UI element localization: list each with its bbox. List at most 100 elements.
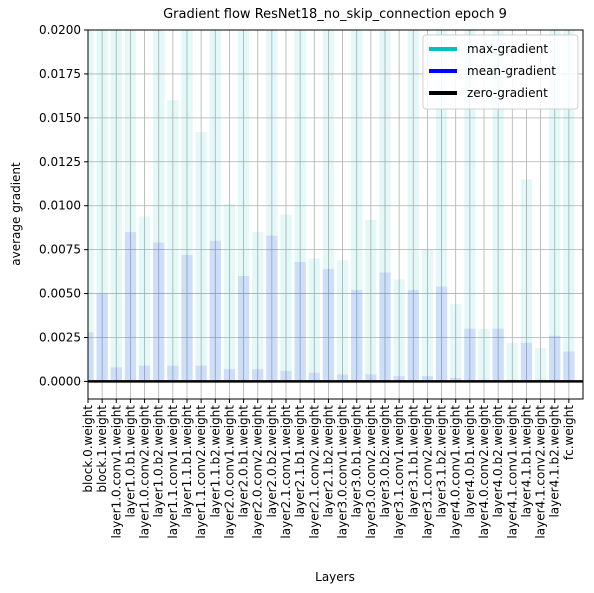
bar — [195, 131, 207, 382]
bar — [209, 240, 221, 382]
bar — [322, 268, 335, 382]
x-tick-label: layer1.1.b2.weight — [208, 405, 222, 518]
bar — [96, 30, 108, 382]
bar — [181, 254, 193, 382]
x-tick-label: layer1.1.conv2.weight — [194, 405, 208, 539]
x-tick-label: layer3.1.b2.weight — [435, 405, 449, 518]
bar — [294, 261, 306, 382]
x-tick-label: layer1.1.conv1.weight — [166, 405, 180, 539]
y-tick-label: 0.0025 — [39, 331, 81, 345]
bar — [563, 30, 575, 382]
bar — [223, 369, 236, 382]
x-tick-label: layer3.1.b1.weight — [406, 405, 420, 518]
bar — [153, 242, 165, 382]
x-tick-label: layer4.1.conv2.weight — [534, 405, 548, 539]
y-axis-label: average gradient — [9, 162, 23, 266]
bar — [96, 293, 108, 382]
bar — [450, 377, 462, 382]
x-tick-label: layer4.1.conv1.weight — [505, 405, 519, 539]
bar — [365, 374, 377, 382]
bar — [124, 232, 137, 382]
x-tick-label: layer3.0.b1.weight — [350, 405, 364, 518]
bar — [110, 367, 122, 382]
y-tick-label: 0.0000 — [39, 374, 81, 388]
legend-label: mean-gradient — [467, 64, 556, 78]
x-tick-label: layer2.1.conv2.weight — [307, 405, 321, 539]
bar — [351, 30, 363, 382]
x-tick-label: block.1.weight — [95, 405, 109, 493]
bar — [365, 219, 377, 382]
bar — [252, 232, 264, 382]
plot-area — [88, 30, 583, 399]
y-tick-label: 0.0175 — [39, 67, 81, 81]
bar — [266, 30, 278, 382]
bar — [421, 376, 434, 382]
bar — [379, 30, 391, 382]
x-tick-label: layer4.0.b1.weight — [463, 405, 477, 518]
bar — [110, 30, 122, 382]
bar — [379, 272, 391, 382]
x-tick-label: layer3.1.conv2.weight — [420, 405, 434, 539]
y-tick-label: 0.0150 — [39, 111, 81, 125]
y-tick-label: 0.0050 — [39, 287, 81, 301]
bar — [88, 30, 94, 382]
x-tick-label: layer4.0.conv2.weight — [477, 405, 491, 539]
bar — [280, 214, 292, 382]
bar — [506, 342, 518, 382]
bar — [280, 370, 292, 382]
x-tick-label: layer1.0.b1.weight — [123, 405, 137, 518]
bar — [252, 369, 264, 382]
x-tick-label: layer1.1.b1.weight — [180, 405, 194, 518]
bar — [237, 30, 250, 382]
chart-title: Gradient flow ResNet18_no_skip_connectio… — [163, 7, 507, 22]
x-tick-label: layer3.0.conv1.weight — [336, 405, 350, 539]
x-tick-label: layer3.0.conv2.weight — [364, 405, 378, 539]
bar — [167, 365, 179, 382]
y-tick-label: 0.0125 — [39, 155, 81, 169]
x-tick-label: layer2.1.b2.weight — [321, 405, 335, 518]
x-tick-label: layer3.0.b2.weight — [378, 405, 392, 518]
axes-frame — [87, 29, 584, 400]
bar — [563, 351, 575, 382]
bar — [549, 30, 561, 382]
bar — [336, 260, 349, 382]
y-tick-label: 0.0100 — [39, 199, 81, 213]
bar — [351, 290, 363, 382]
bar — [181, 30, 193, 382]
bar — [492, 328, 504, 382]
bar — [209, 30, 221, 382]
x-tick-label: layer4.1.b1.weight — [519, 405, 533, 518]
legend-box — [422, 34, 579, 110]
legend-label: max-gradient — [467, 42, 548, 56]
bar — [153, 30, 165, 382]
x-tick-label: layer2.0.b2.weight — [265, 405, 279, 518]
x-tick-label: layer2.0.conv2.weight — [251, 405, 265, 539]
y-tick-label: 0.0075 — [39, 243, 81, 257]
x-tick-label: layer2.0.b1.weight — [237, 405, 251, 518]
bar — [88, 332, 94, 382]
bar — [407, 290, 419, 382]
x-tick-label: fc.weight — [562, 405, 576, 460]
x-tick-label: layer2.1.conv1.weight — [279, 405, 293, 539]
bar — [237, 276, 250, 382]
bar — [266, 235, 278, 382]
bar — [195, 365, 207, 382]
bar — [223, 203, 236, 382]
overlay: 0.0000 0.0025 0.0050 0.0075 0.0100 0.0125 0.01… — [39, 23, 584, 539]
bar — [464, 30, 476, 382]
bar — [478, 328, 490, 382]
bar — [549, 335, 561, 382]
x-tick-label: layer1.0.conv1.weight — [109, 405, 123, 539]
y-tick-label: 0.0200 — [39, 23, 81, 37]
x-tick-label: layer1.0.b2.weight — [152, 405, 166, 518]
bar — [520, 179, 533, 382]
bar — [435, 286, 448, 382]
bar — [294, 30, 306, 382]
bar — [308, 372, 320, 382]
bar — [421, 249, 434, 382]
bar — [138, 216, 151, 382]
bar — [450, 304, 462, 382]
bar — [520, 342, 533, 382]
bar — [308, 258, 320, 382]
